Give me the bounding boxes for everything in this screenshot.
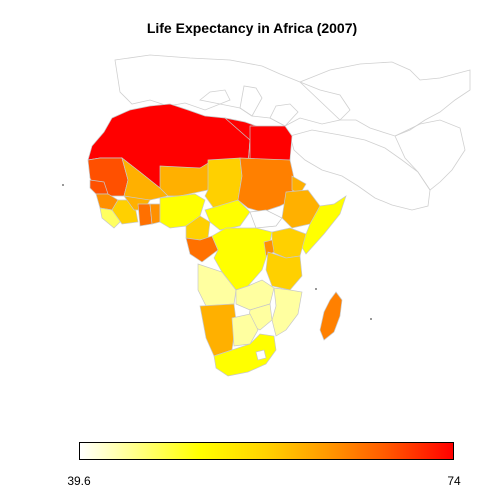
map-title: Life Expectancy in Africa (2007) bbox=[146, 20, 358, 36]
country-south-sudan bbox=[249, 209, 283, 229]
country-malawi-mozambique bbox=[271, 287, 303, 337]
country-shapes bbox=[87, 103, 347, 377]
country-ghana bbox=[137, 203, 153, 227]
country-sierra-leone-liberia bbox=[99, 207, 123, 229]
legend-min-label: 39.6 bbox=[67, 474, 91, 488]
country-zambia bbox=[235, 279, 275, 311]
country-central-african-rep bbox=[204, 199, 251, 231]
country-gabon-congo bbox=[185, 235, 219, 263]
country-botswana bbox=[231, 313, 259, 347]
country-uganda-kenya bbox=[271, 227, 307, 259]
country-drc bbox=[211, 227, 273, 291]
country-tanzania bbox=[265, 251, 303, 291]
country-rwanda-burundi bbox=[263, 239, 275, 257]
color-scale-bar bbox=[79, 442, 454, 460]
country-togo-benin bbox=[149, 203, 161, 225]
country-sudan bbox=[237, 157, 295, 213]
country-niger bbox=[159, 161, 211, 197]
country-namibia bbox=[199, 303, 237, 357]
islands bbox=[62, 184, 372, 320]
legend-max-label: 74 bbox=[447, 474, 461, 488]
country-madagascar bbox=[319, 291, 343, 341]
country-lesotho bbox=[255, 349, 267, 361]
country-south-africa bbox=[213, 333, 277, 377]
